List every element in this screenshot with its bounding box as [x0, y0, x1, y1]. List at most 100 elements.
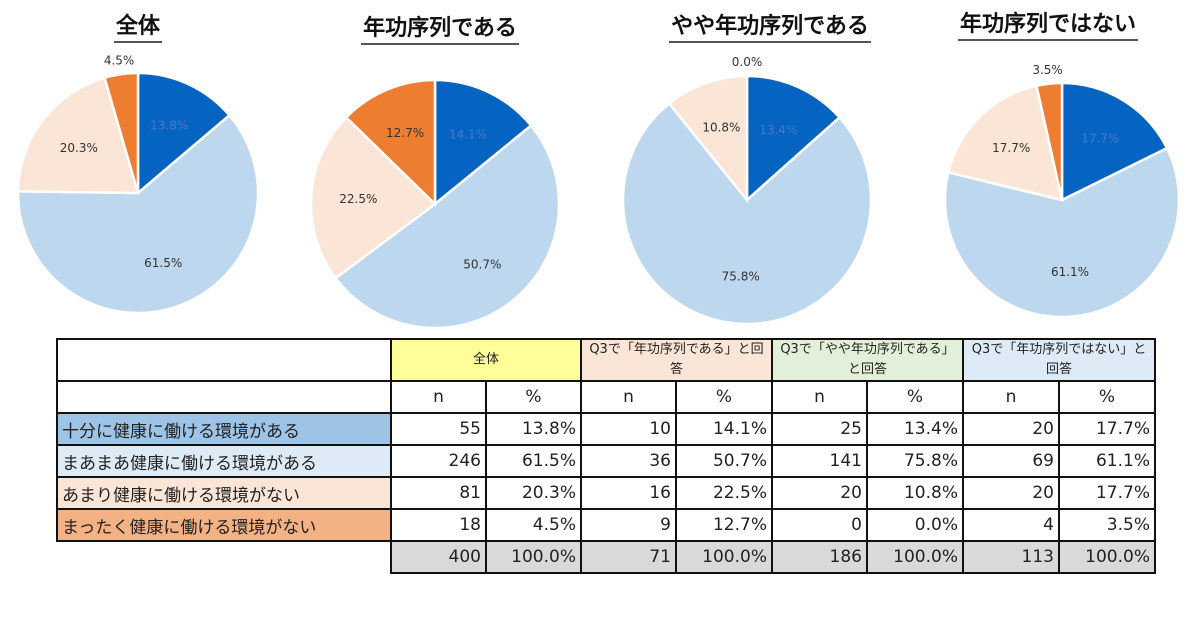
- subheader-pct: %: [866, 380, 964, 414]
- cell: 0: [771, 508, 868, 542]
- cell: 10.8%: [866, 476, 964, 510]
- slice-not-very-healthy: [309, 115, 437, 280]
- cell: 22.5%: [675, 476, 773, 510]
- pie-data-label: 10.8%: [702, 121, 740, 135]
- row-label-not-very-healthy: あまり健康に働ける環境がない: [56, 476, 392, 510]
- slice-somewhat-healthy: [333, 123, 561, 330]
- table-row: あまり健康に働ける環境がない 81 20.3% 16 22.5% 20 10.8…: [56, 476, 1156, 510]
- slice-not-healthy-at-all: [1034, 81, 1064, 201]
- cell: 20.3%: [485, 476, 582, 510]
- subheader-n: n: [962, 380, 1060, 414]
- total-cell: 100.0%: [485, 540, 582, 574]
- cell: 20: [962, 476, 1060, 510]
- cell: 3.5%: [1058, 508, 1156, 542]
- table-row: 十分に健康に働ける環境がある 55 13.8% 10 14.1% 25 13.4…: [56, 412, 1156, 446]
- cell: 14.1%: [675, 412, 773, 446]
- cell: 16: [580, 476, 677, 510]
- cell: 50.7%: [675, 444, 773, 478]
- cell: 20: [962, 412, 1060, 446]
- cell: 17.7%: [1058, 476, 1156, 510]
- total-cell: 71: [580, 540, 677, 574]
- cell: 36: [580, 444, 677, 478]
- cell: 20: [771, 476, 868, 510]
- slice-not-very-healthy: [667, 74, 749, 204]
- pie-data-label: 17.7%: [992, 141, 1030, 155]
- subheader-pct: %: [675, 380, 773, 414]
- row-label-somewhat-healthy: まあまあ健康に働ける環境がある: [56, 444, 392, 478]
- slice-not-healthy-at-all: [103, 71, 140, 194]
- group-header-seniority: Q3で「年功序列である」と回答: [580, 338, 773, 382]
- group-header-not-seniority: Q3で「年功序列ではない」と回答: [962, 338, 1156, 382]
- summary-table: 全体 Q3で「年功序列である」と回答 Q3で「やや年功序列である」と回答 Q3で…: [56, 338, 1156, 574]
- pie-data-label: 3.5%: [1032, 63, 1063, 77]
- cell: 13.4%: [866, 412, 964, 446]
- pie-data-label: 22.5%: [339, 192, 377, 206]
- total-cell: 186: [771, 540, 868, 574]
- total-row: 400 100.0% 71 100.0% 186 100.0% 113 100.…: [57, 540, 1156, 574]
- pie-data-label: 4.5%: [104, 53, 135, 67]
- total-cell: 400: [390, 540, 487, 574]
- pie-data-label: 75.8%: [722, 270, 760, 284]
- pie-data-label: 17.7%: [1081, 131, 1119, 145]
- slice-somewhat-healthy: [943, 146, 1181, 319]
- table-row: まったく健康に働ける環境がない 18 4.5% 9 12.7% 0 0.0% 4…: [56, 508, 1156, 542]
- slice-very-healthy: [1060, 81, 1169, 203]
- slice-not-very-healthy: [16, 76, 140, 195]
- cell: 12.7%: [675, 508, 773, 542]
- cell: 17.7%: [1058, 412, 1156, 446]
- pie-data-label: 13.4%: [759, 123, 797, 137]
- cell: 4.5%: [485, 508, 582, 542]
- pie-somewhat-seniority: 13.4% 75.8% 10.8% 0.0%: [621, 55, 873, 326]
- pie-data-label: 12.7%: [386, 126, 424, 140]
- table-row: まあまあ健康に働ける環境がある 246 61.5% 36 50.7% 141 7…: [56, 444, 1156, 478]
- cell: 25: [771, 412, 868, 446]
- total-row-blank: [57, 540, 392, 573]
- pie-data-label: 20.3%: [60, 141, 98, 155]
- slice-very-healthy: [136, 71, 232, 196]
- subheader-pct: %: [485, 380, 582, 414]
- slice-somewhat-healthy: [16, 113, 260, 315]
- pie-title-seniority: 年功序列である: [330, 10, 550, 45]
- cell: 13.8%: [485, 412, 582, 446]
- table-corner: [56, 338, 392, 382]
- row-label-not-healthy-at-all: まったく健康に働ける環境がない: [56, 508, 392, 542]
- cell: 141: [771, 444, 868, 478]
- pie-seniority: 14.1% 50.7% 22.5% 12.7%: [309, 78, 561, 330]
- total-cell: 113: [962, 540, 1060, 574]
- cell: 10: [580, 412, 677, 446]
- subheader-n: n: [771, 380, 868, 414]
- pie-overall: 13.8% 61.5% 20.3% 4.5%: [16, 53, 260, 315]
- subheader-n: n: [390, 380, 487, 414]
- subheader-n: n: [580, 380, 677, 414]
- subheader-pct: %: [1058, 380, 1156, 414]
- total-cell: 100.0%: [1058, 540, 1156, 574]
- pie-charts: 13.8% 61.5% 20.3% 4.5% 14.1% 50.7% 22.5% 12.7%…: [16, 53, 1181, 330]
- total-cell: 100.0%: [866, 540, 964, 574]
- pie-not-seniority: 17.7% 61.1% 17.7% 3.5%: [943, 63, 1181, 319]
- pie-data-label: 61.5%: [144, 256, 182, 270]
- cell: 61.1%: [1058, 444, 1156, 478]
- cell: 246: [390, 444, 487, 478]
- row-label-very-healthy: 十分に健康に働ける環境がある: [56, 412, 392, 446]
- pie-data-label: 61.1%: [1051, 265, 1089, 279]
- cell: 55: [390, 412, 487, 446]
- slice-very-healthy: [745, 74, 842, 203]
- pie-title-not-seniority: 年功序列ではない: [938, 6, 1158, 41]
- group-header-overall: 全体: [390, 338, 582, 382]
- cell: 9: [580, 508, 677, 542]
- cell: 81: [390, 476, 487, 510]
- slice-very-healthy: [433, 78, 533, 207]
- group-header-somewhat-seniority: Q3で「やや年功序列である」と回答: [771, 338, 964, 382]
- slice-not-healthy-at-all: [344, 78, 437, 207]
- cell: 0.0%: [866, 508, 964, 542]
- slice-not-very-healthy: [946, 84, 1064, 202]
- pie-data-label: 0.0%: [732, 55, 763, 69]
- cell: 75.8%: [866, 444, 964, 478]
- pie-title-somewhat-seniority: やや年功序列である: [640, 8, 900, 43]
- slice-somewhat-healthy: [621, 101, 873, 326]
- pie-data-label: 13.8%: [150, 119, 188, 133]
- cell: 61.5%: [485, 444, 582, 478]
- total-cell: 100.0%: [675, 540, 773, 574]
- pie-title-overall: 全体: [78, 8, 198, 43]
- subheader-blank: [56, 380, 392, 414]
